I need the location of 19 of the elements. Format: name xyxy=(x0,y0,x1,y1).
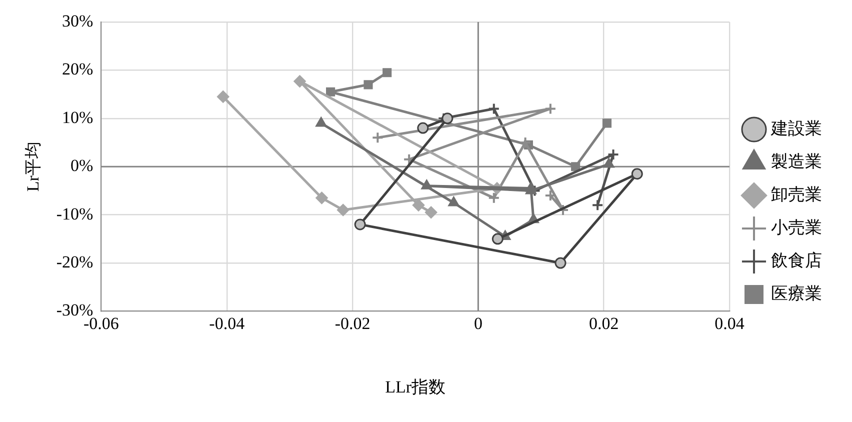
legend-label: 製造業 xyxy=(771,152,822,171)
x-tick-label: 0.04 xyxy=(714,314,745,333)
x-axis-title: LLr指数 xyxy=(385,377,446,396)
x-tick-label: 0.02 xyxy=(588,314,619,333)
y-tick-label: -20% xyxy=(56,252,94,272)
y-tick-label: 30% xyxy=(62,11,94,30)
y-axis-title: Lr平均 xyxy=(24,142,43,192)
x-tick-label: -0.02 xyxy=(334,314,370,333)
y-tick-label: 10% xyxy=(62,108,94,127)
legend-label: 建設業 xyxy=(770,118,822,138)
legend-label: 小売業 xyxy=(771,218,822,237)
legend-label: 卸売業 xyxy=(771,184,822,204)
legend-label: 医療業 xyxy=(771,284,822,303)
y-tick-label: -10% xyxy=(56,204,94,224)
x-tick-label: 0 xyxy=(474,314,482,333)
y-tick-label: 20% xyxy=(62,60,94,79)
x-tick-label: -0.04 xyxy=(209,314,246,333)
legend-label: 飲食店 xyxy=(771,250,822,270)
y-tick-label: 0% xyxy=(70,156,94,176)
